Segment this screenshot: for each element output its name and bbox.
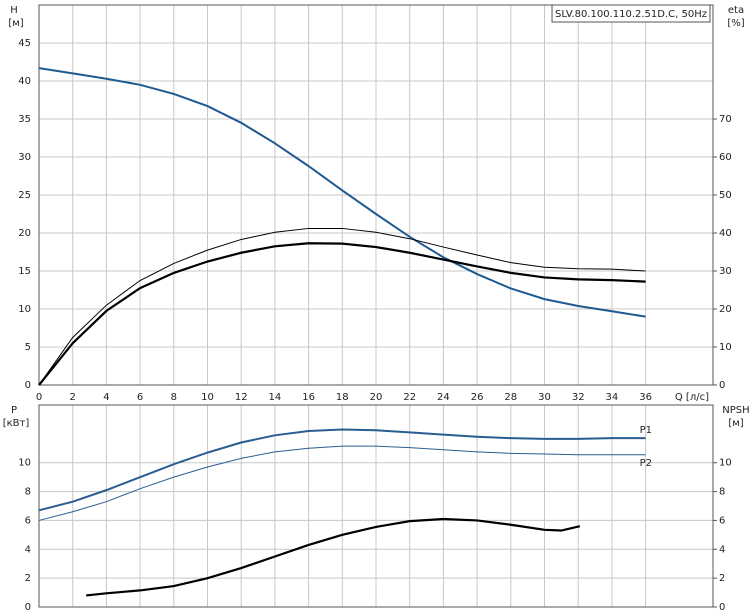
x-tick-label: 8 <box>171 392 177 403</box>
y-tick-label: 10 <box>18 458 31 469</box>
y2-tick-label: 20 <box>719 304 732 315</box>
y-tick-label: 4 <box>25 544 31 555</box>
y-axis-label: H <box>10 5 18 16</box>
x-tick-label: 14 <box>269 392 282 403</box>
y-tick-label: 2 <box>25 573 31 584</box>
x-tick-label: 28 <box>504 392 517 403</box>
title-box <box>551 4 711 23</box>
y2-tick-label: 6 <box>719 515 725 526</box>
y2-tick-label: 2 <box>719 573 725 584</box>
y2-tick-label: 0 <box>719 380 725 391</box>
y-tick-label: 8 <box>25 487 31 498</box>
series-line <box>38 67 646 318</box>
series-label: P2 <box>640 458 652 469</box>
series-line <box>86 517 581 597</box>
x-tick-label: 26 <box>471 392 484 403</box>
y2-tick-label: 40 <box>719 228 732 239</box>
chart-title: SLV.80.100.110.2.51D.C, 50Hz <box>555 9 707 20</box>
series-label: P1 <box>640 425 652 436</box>
y-tick-label: 25 <box>18 190 31 201</box>
y-tick-label: 45 <box>18 38 31 49</box>
x-tick-label: 32 <box>572 392 585 403</box>
y2-tick-label: 10 <box>719 342 732 353</box>
series-line <box>38 227 646 386</box>
y-tick-label: 0 <box>25 380 31 391</box>
y-tick-label: 0 <box>25 602 31 613</box>
x-tick-label: 34 <box>606 392 619 403</box>
x-tick-label: 18 <box>336 392 349 403</box>
y-tick-label: 40 <box>18 76 31 87</box>
x-tick-label: 6 <box>137 392 143 403</box>
y2-tick-label: 50 <box>719 190 732 201</box>
x-tick-label: 20 <box>370 392 383 403</box>
x-tick-label: 2 <box>70 392 76 403</box>
x-tick-label: 10 <box>201 392 214 403</box>
y2-tick-label: 60 <box>719 152 732 163</box>
y2-axis-label: eta <box>728 5 744 16</box>
x-tick-label: 30 <box>538 392 551 403</box>
y-axis-unit: [м] <box>8 18 23 29</box>
y-tick-label: 15 <box>18 266 31 277</box>
series-line <box>38 428 646 512</box>
y-axis-label: P <box>11 405 17 416</box>
plot-frame <box>38 4 714 386</box>
y2-tick-label: 8 <box>719 487 725 498</box>
y2-tick-label: 4 <box>719 544 725 555</box>
y-tick-label: 35 <box>18 114 31 125</box>
x-tick-label: 24 <box>437 392 450 403</box>
series-line <box>38 242 646 386</box>
y-tick-label: 30 <box>18 152 31 163</box>
y-tick-label: 6 <box>25 515 31 526</box>
x-axis-label: Q [л/с] <box>675 392 709 403</box>
x-tick-label: 16 <box>302 392 315 403</box>
x-tick-label: 0 <box>36 392 42 403</box>
y2-tick-label: 70 <box>719 114 732 125</box>
y-tick-label: 10 <box>18 304 31 315</box>
x-tick-label: 12 <box>235 392 248 403</box>
y-tick-label: 20 <box>18 228 31 239</box>
y-tick-label: 5 <box>25 342 31 353</box>
y-axis-unit: [кВт] <box>3 418 30 429</box>
x-tick-label: 36 <box>639 392 652 403</box>
x-tick-label: 22 <box>403 392 416 403</box>
y2-tick-label: 10 <box>719 458 732 469</box>
y2-tick-label: 30 <box>719 266 732 277</box>
y2-axis-unit: [м] <box>728 418 743 429</box>
plot-frame <box>38 404 714 608</box>
y2-axis-unit: [%] <box>727 18 744 29</box>
y2-tick-label: 0 <box>719 602 725 613</box>
series-line <box>38 445 646 521</box>
y2-axis-label: NPSH <box>722 405 749 416</box>
x-tick-label: 4 <box>103 392 109 403</box>
